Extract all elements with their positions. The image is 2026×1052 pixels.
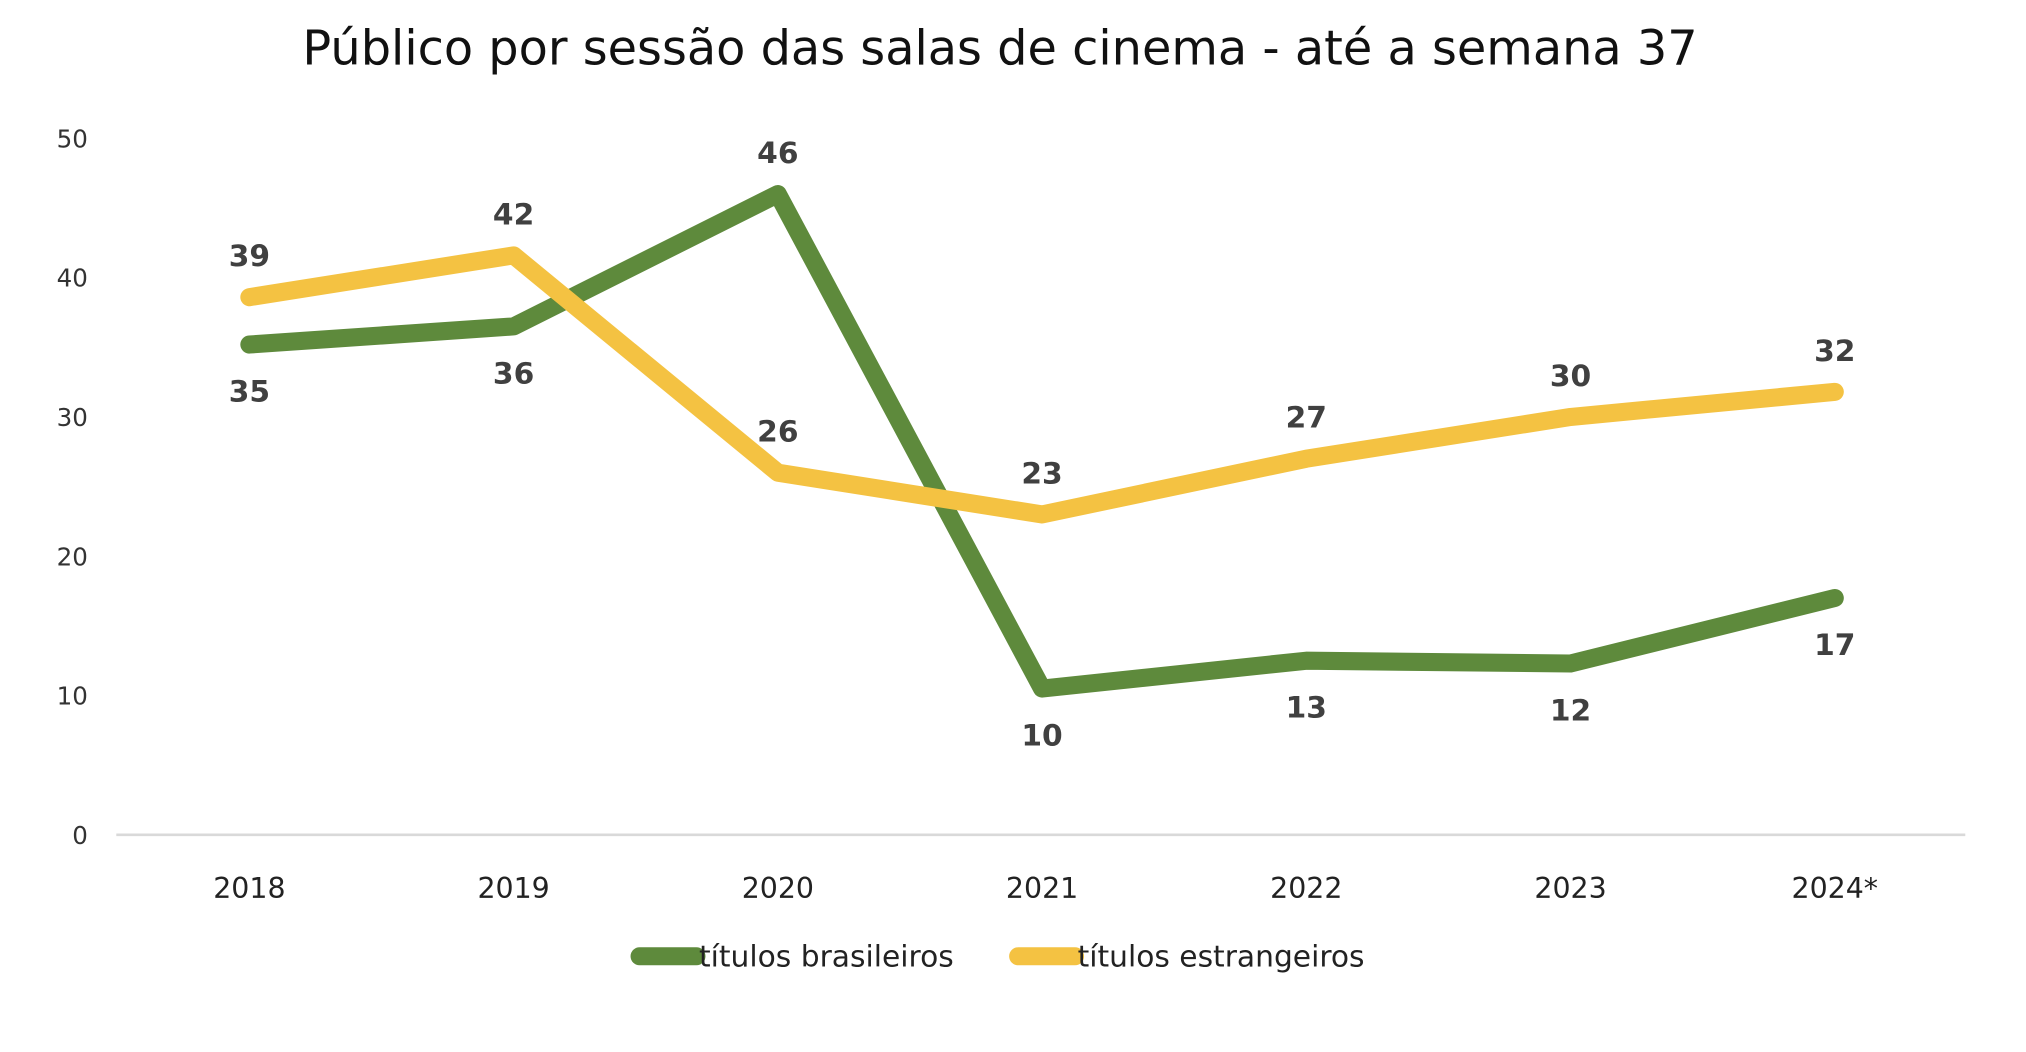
data-label: 46	[757, 136, 798, 171]
y-tick-label: 10	[57, 682, 88, 711]
y-tick-label: 30	[57, 403, 88, 432]
x-tick-label: 2018	[213, 872, 285, 905]
chart-title: Público por sessão das salas de cinema -…	[302, 22, 1697, 77]
data-label: 36	[493, 356, 534, 391]
data-label: 12	[1550, 693, 1591, 728]
data-label: 27	[1286, 401, 1327, 436]
data-label: 30	[1550, 359, 1591, 394]
legend-label: títulos brasileiros	[699, 940, 954, 975]
data-label: 23	[1021, 456, 1062, 491]
data-label: 10	[1021, 718, 1062, 753]
x-tick-label: 2020	[742, 872, 814, 905]
x-tick-label: 2023	[1534, 872, 1606, 905]
data-label: 17	[1814, 628, 1855, 663]
y-tick-label: 0	[72, 821, 88, 850]
x-tick-label: 2019	[477, 872, 549, 905]
y-tick-label: 50	[57, 124, 88, 153]
legend-label: títulos estrangeiros	[1078, 940, 1365, 975]
data-label: 42	[493, 197, 534, 232]
x-tick-label: 2022	[1270, 872, 1342, 905]
data-label: 13	[1286, 691, 1327, 726]
y-tick-label: 40	[57, 264, 88, 293]
data-label: 35	[229, 374, 270, 409]
data-label: 39	[229, 239, 270, 274]
data-label: 32	[1814, 334, 1855, 369]
x-tick-label: 2024*	[1792, 872, 1878, 905]
x-tick-label: 2021	[1006, 872, 1078, 905]
y-tick-label: 20	[57, 542, 88, 571]
data-label: 26	[757, 415, 798, 450]
